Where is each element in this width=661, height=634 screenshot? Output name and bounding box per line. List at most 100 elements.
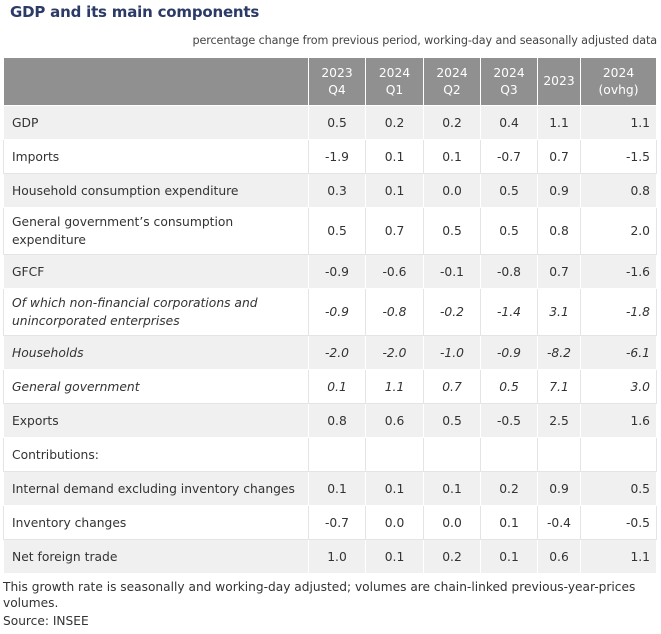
column-header: 2024 Q1 bbox=[365, 57, 424, 106]
cell-value: 0.5 bbox=[480, 369, 538, 404]
row-label: Household consumption expenditure bbox=[3, 173, 309, 208]
cell-value: 0.5 bbox=[480, 173, 538, 208]
cell-value: 3.1 bbox=[537, 288, 581, 336]
cell-value: 0.2 bbox=[480, 471, 538, 506]
cell-value: 0.1 bbox=[423, 139, 481, 174]
cell-value: 0.5 bbox=[423, 207, 481, 255]
table-title: GDP and its main components bbox=[10, 3, 260, 21]
cell-value: -1.4 bbox=[480, 288, 538, 336]
cell-value: -0.7 bbox=[480, 139, 538, 174]
cell-value: 0.1 bbox=[308, 369, 366, 404]
cell-value: -0.2 bbox=[423, 288, 481, 336]
cell-value: 7.1 bbox=[537, 369, 581, 404]
cell-value: 0.5 bbox=[580, 471, 657, 506]
cell-value: 0.0 bbox=[423, 173, 481, 208]
row-label: Exports bbox=[3, 403, 309, 438]
table-row: Exports 0.8 0.6 0.5 -0.5 2.5 1.6 bbox=[3, 403, 657, 438]
header-label-cell bbox=[3, 57, 309, 106]
cell-value: 0.6 bbox=[537, 539, 581, 574]
row-label: Contributions: bbox=[3, 437, 309, 472]
cell-value: -1.0 bbox=[423, 335, 481, 370]
row-label: GFCF bbox=[3, 254, 309, 289]
cell-value bbox=[308, 437, 366, 472]
cell-value: 0.2 bbox=[423, 539, 481, 574]
cell-value: 0.4 bbox=[480, 105, 538, 140]
cell-value: 0.9 bbox=[537, 471, 581, 506]
cell-value: -1.8 bbox=[580, 288, 657, 336]
cell-value: 0.9 bbox=[537, 173, 581, 208]
header-row: 2023 Q4 2024 Q1 2024 Q2 2024 Q3 2023 2024 (ov… bbox=[3, 57, 657, 106]
cell-value bbox=[537, 437, 581, 472]
table-row: Imports -1.9 0.1 0.1 -0.7 0.7 -1.5 bbox=[3, 139, 657, 174]
cell-value bbox=[480, 437, 538, 472]
cell-value: 0.7 bbox=[537, 139, 581, 174]
cell-value: 1.1 bbox=[580, 539, 657, 574]
row-label: Of which non-financial corporations and … bbox=[3, 288, 309, 336]
cell-value: 1.1 bbox=[365, 369, 424, 404]
cell-value: 1.6 bbox=[580, 403, 657, 438]
cell-value: -8.2 bbox=[537, 335, 581, 370]
cell-value: 0.7 bbox=[423, 369, 481, 404]
cell-value: -0.6 bbox=[365, 254, 424, 289]
cell-value: -0.1 bbox=[423, 254, 481, 289]
cell-value: -0.8 bbox=[480, 254, 538, 289]
cell-value: 0.5 bbox=[308, 105, 366, 140]
cell-value: 0.0 bbox=[365, 505, 424, 540]
cell-value: 1.1 bbox=[537, 105, 581, 140]
cell-value: -0.9 bbox=[308, 254, 366, 289]
column-header: 2024 Q2 bbox=[423, 57, 481, 106]
cell-value: -0.9 bbox=[308, 288, 366, 336]
row-label: General government’s consumption expendi… bbox=[3, 207, 309, 255]
row-label: Imports bbox=[3, 139, 309, 174]
cell-value: 0.6 bbox=[365, 403, 424, 438]
cell-value: 1.1 bbox=[580, 105, 657, 140]
cell-value: 0.1 bbox=[365, 471, 424, 506]
cell-value: -0.5 bbox=[580, 505, 657, 540]
cell-value: 3.0 bbox=[580, 369, 657, 404]
table-subtitle: percentage change from previous period, … bbox=[192, 34, 657, 47]
cell-value: -2.0 bbox=[365, 335, 424, 370]
cell-value: -6.1 bbox=[580, 335, 657, 370]
column-header: 2023 bbox=[537, 57, 581, 106]
cell-value: 0.1 bbox=[365, 139, 424, 174]
cell-value: -0.7 bbox=[308, 505, 366, 540]
table-row: Households -2.0 -2.0 -1.0 -0.9 -8.2 -6.1 bbox=[3, 335, 657, 370]
cell-value: 0.1 bbox=[308, 471, 366, 506]
cell-value: -1.5 bbox=[580, 139, 657, 174]
table-row: General government 0.1 1.1 0.7 0.5 7.1 3… bbox=[3, 369, 657, 404]
cell-value: -0.9 bbox=[480, 335, 538, 370]
row-label: GDP bbox=[3, 105, 309, 140]
table-row: Net foreign trade 1.0 0.1 0.2 0.1 0.6 1.… bbox=[3, 539, 657, 574]
cell-value: 0.5 bbox=[423, 403, 481, 438]
cell-value: 0.2 bbox=[365, 105, 424, 140]
row-label: Net foreign trade bbox=[3, 539, 309, 574]
table-row: Household consumption expenditure 0.3 0.… bbox=[3, 173, 657, 208]
cell-value bbox=[365, 437, 424, 472]
cell-value: -2.0 bbox=[308, 335, 366, 370]
cell-value: 0.8 bbox=[308, 403, 366, 438]
gdp-components-table: 2023 Q4 2024 Q1 2024 Q2 2024 Q3 2023 2024 (ov… bbox=[3, 57, 657, 574]
cell-value: 0.1 bbox=[365, 539, 424, 574]
cell-value: 0.1 bbox=[365, 173, 424, 208]
row-label: Households bbox=[3, 335, 309, 370]
table-row: Of which non-financial corporations and … bbox=[3, 288, 657, 336]
cell-value: 0.7 bbox=[365, 207, 424, 255]
cell-value: 1.0 bbox=[308, 539, 366, 574]
row-label: Inventory changes bbox=[3, 505, 309, 540]
row-label: Internal demand excluding inventory chan… bbox=[3, 471, 309, 506]
cell-value: 0.8 bbox=[537, 207, 581, 255]
cell-value bbox=[423, 437, 481, 472]
cell-value: 0.0 bbox=[423, 505, 481, 540]
source-line: Source: INSEE bbox=[3, 614, 89, 628]
cell-value: 0.1 bbox=[480, 505, 538, 540]
table-row: General government’s consumption expendi… bbox=[3, 207, 657, 255]
table-row: GFCF -0.9 -0.6 -0.1 -0.8 0.7 -1.6 bbox=[3, 254, 657, 289]
cell-value: -1.6 bbox=[580, 254, 657, 289]
table-row: Internal demand excluding inventory chan… bbox=[3, 471, 657, 506]
table-row: GDP 0.5 0.2 0.2 0.4 1.1 1.1 bbox=[3, 105, 657, 140]
cell-value: 0.2 bbox=[423, 105, 481, 140]
column-header: 2023 Q4 bbox=[308, 57, 366, 106]
cell-value: 2.5 bbox=[537, 403, 581, 438]
column-header: 2024 Q3 bbox=[480, 57, 538, 106]
column-header: 2024 (ovhg) bbox=[580, 57, 657, 106]
